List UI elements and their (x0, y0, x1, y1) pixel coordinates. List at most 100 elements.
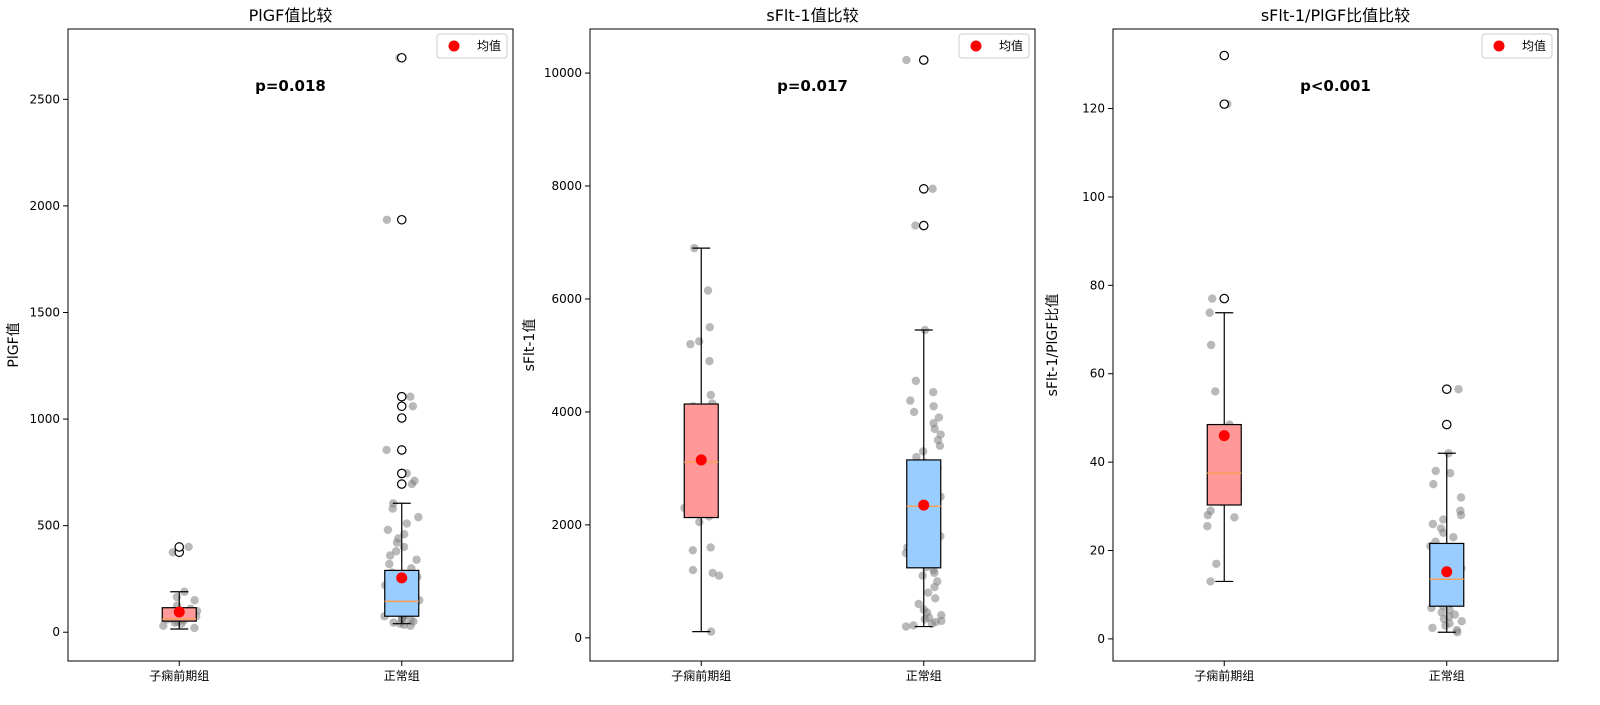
data-point (1437, 608, 1446, 617)
data-point (918, 571, 927, 580)
outlier-marker (396, 413, 407, 423)
data-point (391, 547, 401, 556)
legend-mean-marker (1493, 40, 1505, 52)
y-tick-label: 1500 (29, 305, 60, 319)
axes-frame (1112, 28, 1559, 662)
legend-mean-marker (970, 40, 982, 52)
outlier-marker (396, 52, 407, 63)
data-point (184, 542, 193, 552)
mean-marker (1218, 430, 1230, 442)
legend-mean-marker (448, 40, 460, 52)
outlier-marker (396, 445, 407, 455)
p-value-annotation: p=0.018 (255, 77, 326, 95)
data-point (703, 286, 713, 295)
outlier-marker (174, 542, 185, 552)
data-point (1203, 522, 1212, 531)
data-point (934, 413, 944, 422)
x-tick-label: 正常组 (1429, 669, 1465, 683)
y-tick-label: 500 (37, 519, 60, 533)
outlier-marker (396, 401, 407, 412)
legend: 均值 (1481, 33, 1553, 59)
data-point (928, 184, 937, 194)
data-point (382, 445, 391, 455)
y-tick-label: 20 (1090, 544, 1105, 558)
data-point (933, 577, 942, 586)
legend: 均值 (958, 33, 1030, 59)
data-point (1207, 294, 1217, 303)
axes-frame (67, 28, 514, 662)
p-value-annotation: p<0.001 (1300, 77, 1371, 95)
legend-label: 均值 (477, 38, 501, 53)
outlier-marker (396, 468, 407, 479)
data-point (929, 419, 938, 428)
axes-frame (589, 28, 1036, 662)
y-tick-label: 0 (52, 625, 60, 639)
data-point (906, 396, 915, 405)
y-tick-label: 2500 (29, 92, 60, 106)
legend-label: 均值 (1522, 38, 1546, 53)
y-tick-label: 2000 (551, 518, 582, 532)
data-point (1206, 577, 1215, 586)
data-point (382, 215, 392, 224)
y-tick-label: 0 (574, 631, 582, 645)
y-tick-label: 8000 (551, 179, 582, 193)
box-iqr (906, 459, 942, 569)
data-point (706, 627, 716, 636)
data-point (1445, 605, 1454, 615)
data-point (159, 621, 168, 631)
data-point (937, 611, 946, 620)
data-point (190, 623, 199, 633)
data-point (385, 559, 394, 569)
outlier-marker (396, 479, 407, 489)
data-point (714, 571, 724, 580)
mean-marker (173, 606, 185, 618)
y-tick-label: 4000 (551, 405, 582, 419)
data-point (1206, 340, 1216, 350)
data-point (1212, 559, 1221, 568)
data-point (406, 392, 415, 401)
data-point (402, 519, 411, 528)
data-point (902, 55, 911, 65)
data-point (909, 621, 918, 630)
data-point (914, 599, 923, 609)
y-tick-label: 0 (1097, 632, 1105, 646)
y-tick-label: 80 (1090, 278, 1105, 292)
legend-box (1481, 33, 1553, 59)
data-point (1431, 466, 1440, 476)
chart-title: sFlt-1/PlGF比值比较 (1261, 6, 1410, 25)
data-point (1449, 533, 1458, 542)
mean-marker (695, 454, 707, 466)
chart-panel-3: sFlt-1/PlGF比值比较 0 20 40 60 80 100 120 sFlt-1/PlG… (1045, 6, 1559, 683)
box-iqr (683, 403, 719, 519)
y-tick-label: 100 (1082, 190, 1105, 204)
data-point (1429, 480, 1438, 489)
data-point (1206, 506, 1215, 515)
data-point (1436, 524, 1446, 533)
y-axis-label: sFlt-1/PlGF比值 (1045, 294, 1061, 397)
outlier-marker (1219, 99, 1230, 109)
outlier-marker (1219, 293, 1230, 304)
outlier-marker (396, 391, 407, 402)
x-tick-label: 子痫前期组 (1194, 668, 1254, 683)
data-point (936, 430, 945, 439)
data-point (695, 337, 704, 346)
data-point (406, 616, 416, 625)
data-point (1439, 515, 1448, 524)
data-point (1454, 384, 1463, 394)
data-point (686, 339, 695, 349)
y-axis-label: PlGF值 (6, 322, 22, 367)
data-point (1428, 623, 1437, 633)
legend-box (436, 33, 508, 59)
data-point (706, 390, 716, 400)
chart-title: sFlt-1值比较 (766, 6, 858, 25)
x-tick-label: 正常组 (906, 669, 942, 683)
data-point (918, 447, 928, 456)
data-point (909, 407, 919, 417)
outlier-marker (1441, 419, 1452, 430)
data-point (408, 402, 418, 411)
legend: 均值 (436, 33, 508, 59)
data-point (931, 594, 940, 603)
data-point (705, 323, 715, 332)
